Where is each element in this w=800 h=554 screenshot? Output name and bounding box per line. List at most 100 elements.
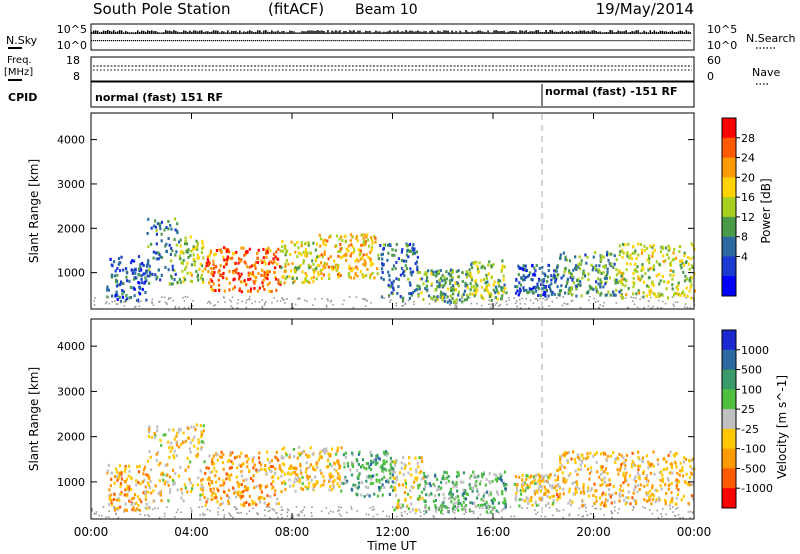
scatter-cell [154, 273, 157, 277]
nsearch-dot [307, 40, 309, 42]
scatter-cell [304, 277, 307, 281]
scatter-cell [202, 486, 205, 490]
scatter-cell [204, 471, 207, 475]
nsearch-dot [625, 40, 627, 42]
scatter-cell [559, 461, 562, 465]
scatter-cell [531, 278, 534, 282]
scatter-cell [157, 492, 160, 496]
scatter-cell [148, 476, 151, 480]
scatter-cell [603, 266, 606, 269]
scatter-cell [369, 463, 372, 466]
ground-scatter-cell [406, 513, 409, 515]
ground-scatter-cell [300, 510, 302, 513]
scatter-cell [147, 245, 150, 249]
scatter-cell [559, 256, 562, 260]
scatter-cell [231, 256, 234, 260]
ground-scatter-cell [337, 510, 339, 512]
scatter-cell [422, 298, 425, 301]
scatter-cell [373, 492, 376, 496]
scatter-cell [208, 261, 211, 265]
scatter-cell [185, 242, 189, 246]
scatter-cell [580, 459, 584, 463]
ground-scatter-cell [614, 506, 616, 508]
ground-scatter-cell [248, 510, 251, 512]
nsky-bar [479, 30, 481, 34]
scatter-cell [345, 247, 348, 251]
scatter-cell [480, 295, 484, 299]
ground-scatter-cell [603, 302, 605, 304]
scatter-cell [367, 255, 370, 259]
nsearch-dot [653, 40, 655, 42]
scatter-cell [114, 467, 117, 471]
scatter-cell [268, 460, 271, 464]
scatter-cell [418, 483, 421, 487]
scatter-cell [214, 252, 217, 256]
nsearch-dot [245, 40, 247, 42]
scatter-cell [661, 477, 665, 481]
nsearch-dot [383, 40, 385, 42]
scatter-cell [334, 263, 338, 267]
ground-scatter-cell [690, 510, 692, 513]
scatter-cell [141, 287, 144, 291]
scatter-cell [669, 500, 672, 504]
scatter-cell [289, 253, 292, 256]
scatter-cell [347, 272, 351, 276]
nsearch-dot [185, 40, 187, 42]
scatter-cell [520, 492, 523, 496]
scatter-cell [652, 450, 655, 454]
scatter-cell [444, 281, 447, 285]
scatter-cell [240, 290, 243, 294]
scatter-cell [473, 294, 476, 298]
nsearch-dot [443, 40, 445, 42]
nsky-bar [319, 30, 321, 34]
ground-scatter-cell [424, 506, 426, 509]
nsky-bar [595, 31, 597, 34]
nsky-bar [109, 30, 111, 34]
scatter-cell [281, 245, 284, 249]
scatter-cell [297, 451, 300, 455]
scatter-cell [170, 441, 173, 445]
scatter-cell [537, 488, 540, 492]
scatter-cell [455, 281, 459, 285]
ground-scatter-cell [431, 298, 433, 301]
nsearch-dot [479, 40, 481, 42]
scatter-cell [638, 474, 641, 478]
scatter-cell [128, 499, 131, 503]
scatter-cell [600, 280, 603, 284]
scatter-cell [187, 248, 190, 252]
scatter-cell [361, 458, 365, 462]
scatter-cell [409, 495, 412, 499]
scatter-cell [367, 474, 370, 478]
scatter-cell [132, 506, 135, 510]
ground-scatter-cell [292, 517, 294, 519]
nsky-bar [279, 32, 281, 34]
scatter-cell [364, 240, 367, 244]
scatter-cell [274, 472, 277, 475]
scatter-cell [516, 289, 519, 293]
nsearch-dot [507, 40, 509, 42]
scatter-cell [504, 503, 507, 507]
nsky-bar [557, 32, 559, 34]
scatter-cell [278, 464, 281, 468]
freq-label: Freq. [7, 55, 32, 66]
ground-scatter-cell [586, 514, 589, 516]
ground-scatter-cell [238, 512, 240, 514]
ground-scatter-cell [488, 299, 490, 302]
ground-scatter-cell [261, 306, 264, 309]
nsky-bar [331, 30, 333, 34]
nsky-bar [273, 31, 275, 34]
scatter-cell [599, 483, 602, 487]
scatter-cell [548, 284, 551, 288]
nsky-bar [265, 30, 267, 34]
scatter-cell [605, 498, 608, 502]
scatter-cell [120, 475, 123, 479]
scatter-cell [692, 497, 695, 501]
scatter-cell [154, 219, 157, 223]
scatter-cell [133, 493, 137, 497]
ground-scatter-cell [551, 514, 554, 517]
scatter-cell [388, 294, 391, 298]
nsearch-dot [225, 40, 227, 42]
scatter-cell [564, 453, 567, 456]
scatter-cell [152, 256, 155, 260]
